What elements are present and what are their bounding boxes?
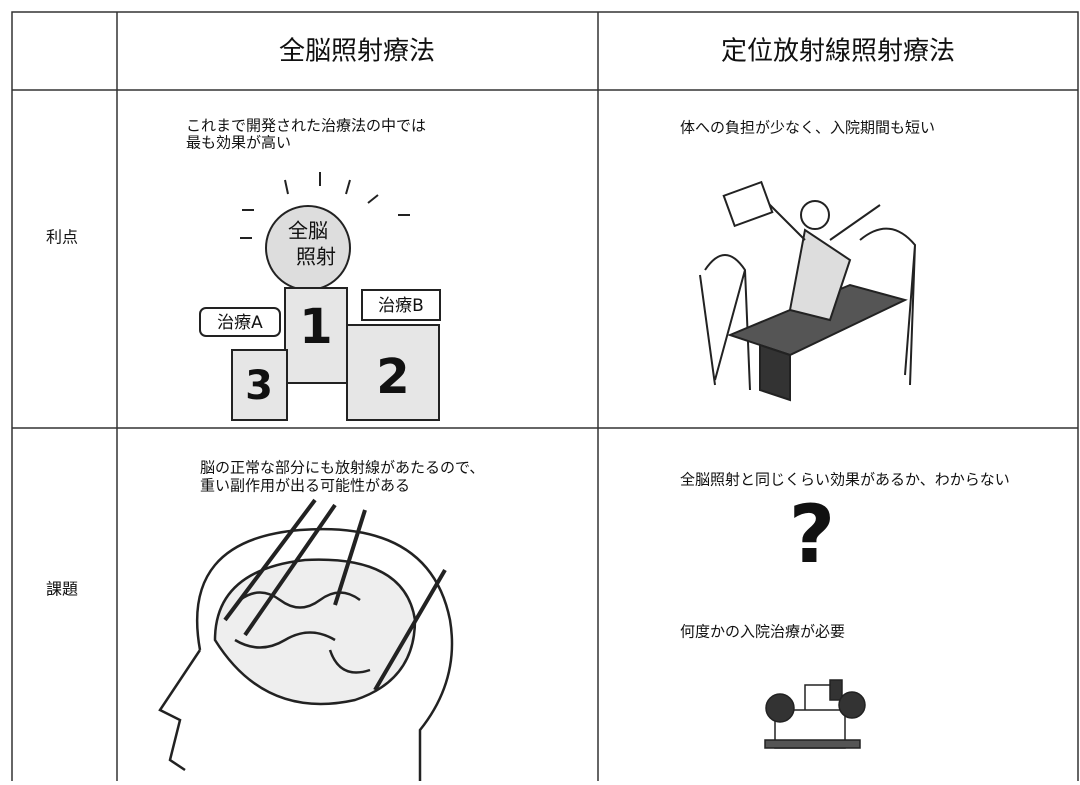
cell-text: 全脳照射と同じくらい効果があるか、わからない [680, 471, 1010, 489]
figure-label: 照射 [296, 245, 336, 269]
cell-text: 体への負担が少なく、入院期間も短い [680, 119, 935, 137]
cell-text: 何度かの入院治療が必要 [680, 623, 845, 641]
figure-label: 治療A [217, 313, 263, 333]
podium-illustration [199, 172, 441, 421]
bed-illustration [699, 180, 917, 402]
building-illustration [764, 679, 866, 749]
figure-label: 1 [299, 299, 332, 355]
row-label: 利点 [46, 228, 78, 247]
cell-text: 重い副作用が出る可能性がある [200, 477, 410, 495]
cell-text: 脳の正常な部分にも放射線があたるので、 [200, 459, 484, 477]
figure-label: 2 [376, 349, 409, 405]
cell-text: これまで開発された治療法の中では [186, 117, 426, 135]
figure-label: 治療B [378, 296, 424, 316]
figure-label: 3 [245, 363, 273, 409]
question-symbol: ? [789, 488, 835, 581]
brain-illustration [158, 498, 454, 785]
row-label: 課題 [46, 580, 78, 599]
figure-label: 全脳 [288, 219, 328, 243]
cell-text: 最も効果が高い [186, 134, 291, 152]
column-header: 全脳照射療法 [279, 37, 435, 67]
column-header: 定位放射線照射療法 [721, 37, 955, 67]
table-grid [11, 11, 1079, 785]
